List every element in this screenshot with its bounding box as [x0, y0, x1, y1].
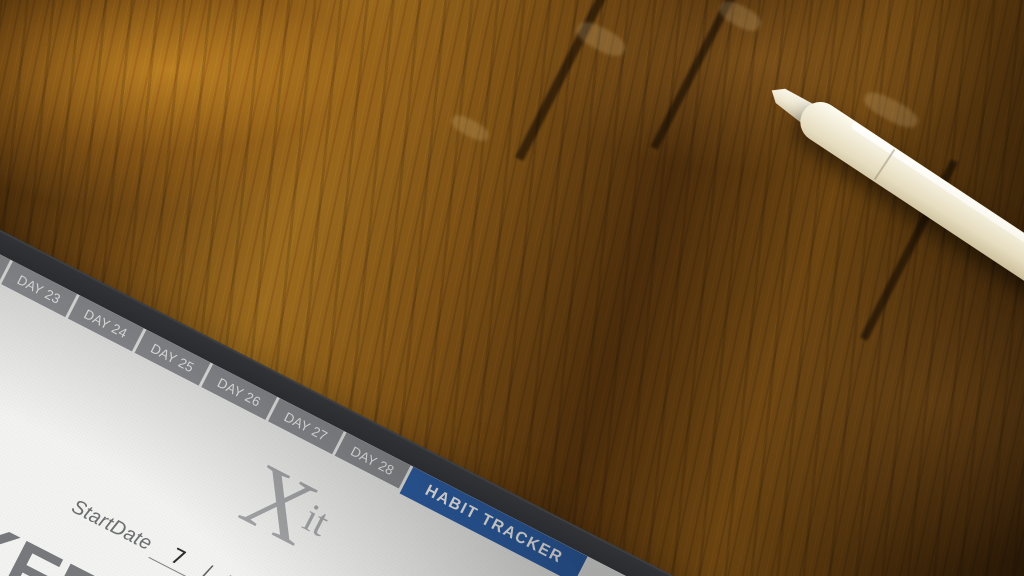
pencil-seam	[873, 148, 896, 181]
start-date-month-value: 7	[166, 543, 190, 571]
